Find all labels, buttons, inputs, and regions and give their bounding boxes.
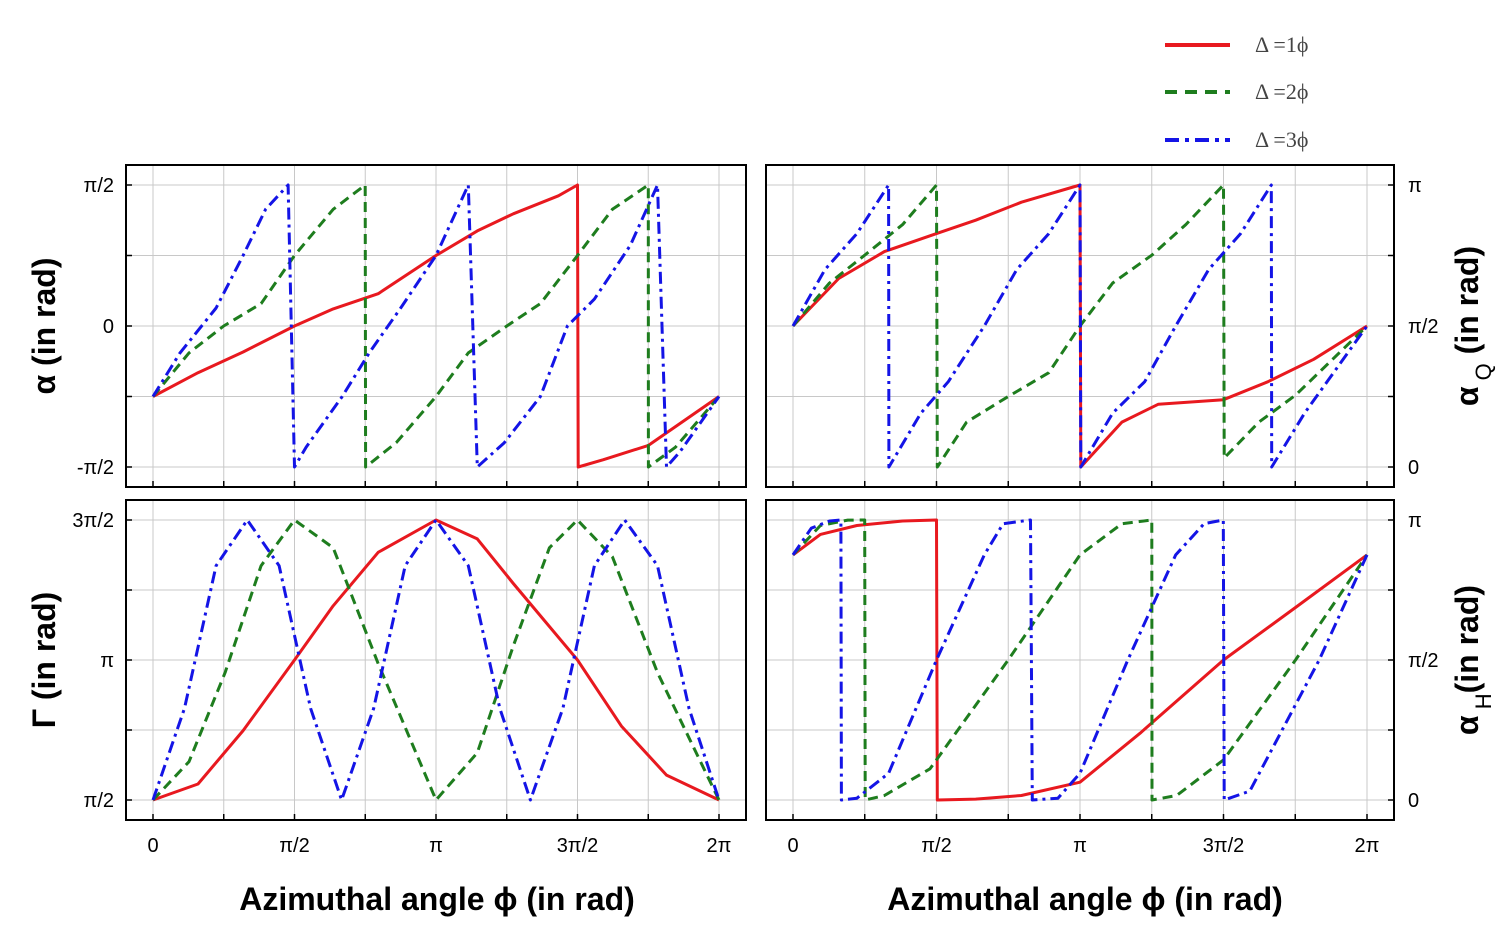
legend-label-delta-1: Δ =1ϕ bbox=[1255, 32, 1308, 57]
alpha_q-ytick-label: 0 bbox=[1408, 457, 1419, 479]
alpha-series-delta-2 bbox=[151, 183, 721, 469]
alpha_q-ylabel: α Q (in rad) bbox=[1449, 246, 1496, 406]
gamma-xtick-label: 0 bbox=[147, 835, 158, 857]
panel-alpha: -π/2 0 π/2 α (in rad) bbox=[26, 164, 747, 488]
gamma-frame bbox=[125, 499, 747, 821]
gamma-ytick-label: π bbox=[100, 650, 114, 672]
gamma-series-delta-1 bbox=[152, 518, 720, 802]
alpha-grid bbox=[126, 165, 746, 487]
alpha_h-xtick-label: π bbox=[1073, 835, 1087, 857]
panel-gamma: 0 π/2 π 3π/2 2π π/2 π 3π/2 Γ (in rad) bbox=[26, 499, 747, 857]
alpha_h-frame bbox=[765, 499, 1395, 821]
alpha_q-series-delta-2 bbox=[791, 183, 1369, 469]
x-axis-title-right: Azimuthal angle ϕ (in rad) bbox=[887, 881, 1283, 917]
gamma-xtick-label: 2π bbox=[707, 835, 732, 857]
legend-label-delta-3: Δ =3ϕ bbox=[1255, 127, 1308, 152]
x-axis-title-left: Azimuthal angle ϕ (in rad) bbox=[239, 881, 635, 917]
alpha-ytick-label: -π/2 bbox=[77, 457, 114, 479]
alpha_q-series-delta-3 bbox=[791, 183, 1369, 469]
gamma-xtick-label: 3π/2 bbox=[557, 835, 599, 857]
gamma-grid bbox=[126, 500, 746, 820]
alpha_h-xtick-label: 0 bbox=[787, 835, 798, 857]
alpha_q-frame bbox=[765, 164, 1395, 488]
alpha_h-series-delta-3 bbox=[791, 518, 1369, 802]
alpha-ytick-label: π/2 bbox=[84, 175, 114, 197]
alpha_h-ylabel: α H(in rad) bbox=[1449, 585, 1496, 735]
alpha_h-xtick-label: 2π bbox=[1355, 835, 1380, 857]
legend: Δ =1ϕ Δ =2ϕ Δ =3ϕ bbox=[1165, 32, 1308, 152]
alpha_h-xtick-label: π/2 bbox=[921, 835, 951, 857]
panel-alpha-q: 0 π/2 π α Q (in rad) bbox=[765, 164, 1496, 488]
gamma-ytick-label: π/2 bbox=[84, 790, 114, 812]
alpha_h-ytick-label: π/2 bbox=[1408, 650, 1438, 672]
alpha_q-ytick-label: π bbox=[1408, 175, 1422, 197]
gamma-xtick-label: π/2 bbox=[279, 835, 309, 857]
alpha_q-ytick-label: π/2 bbox=[1408, 316, 1438, 338]
gamma-ytick-label: 3π/2 bbox=[72, 510, 114, 532]
gamma-ylabel: Γ (in rad) bbox=[26, 592, 62, 729]
alpha_h-ytick-label: π bbox=[1408, 510, 1422, 532]
alpha-ylabel: α (in rad) bbox=[26, 258, 62, 395]
legend-label-delta-2: Δ =2ϕ bbox=[1255, 79, 1308, 104]
alpha-series-delta-1 bbox=[152, 183, 720, 469]
alpha-series-delta-3 bbox=[151, 183, 721, 469]
alpha_h-xtick-label: 3π/2 bbox=[1203, 835, 1245, 857]
alpha_h-ytick-label: 0 bbox=[1408, 790, 1419, 812]
panel-alpha-h: 0 π/2 π 3π/2 2π 0 π/2 π α H(in rad) bbox=[765, 499, 1496, 857]
alpha-frame bbox=[125, 164, 747, 488]
gamma-xtick-label: π bbox=[429, 835, 443, 857]
alpha-ytick-label: 0 bbox=[103, 316, 114, 338]
